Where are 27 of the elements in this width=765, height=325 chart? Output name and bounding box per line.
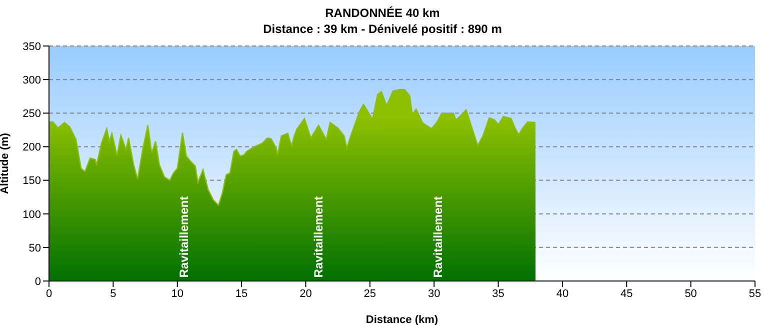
- x-tick-label: 25: [364, 288, 376, 300]
- y-axis-title: Altitude (m): [0, 132, 11, 194]
- chart-title: RANDONNÉE 40 km: [324, 6, 441, 20]
- x-tick-label: 45: [620, 288, 633, 300]
- y-tick-label: 350: [22, 40, 41, 53]
- y-tick-label: 150: [22, 175, 41, 188]
- x-tick-label: 55: [748, 288, 762, 300]
- y-tick-label: 300: [22, 74, 41, 86]
- annotation: Ravitaillement: [312, 196, 326, 278]
- annotation: Ravitaillement: [430, 196, 445, 278]
- x-tick-label: 10: [171, 288, 184, 300]
- y-tick-label: 0: [34, 276, 41, 288]
- y-tick-label: 100: [22, 208, 41, 221]
- y-tick-label: 200: [22, 142, 41, 154]
- x-tick-label: 20: [300, 288, 312, 300]
- x-tick-label: 35: [492, 288, 504, 300]
- y-tick-label: 250: [22, 108, 41, 120]
- x-axis-title: Distance (km): [366, 314, 438, 325]
- x-tick-label: 5: [110, 288, 116, 300]
- y-tick-label: 50: [28, 242, 41, 254]
- x-tick-label: 40: [556, 288, 569, 300]
- x-tick-label: 50: [684, 288, 697, 300]
- chart-subtitle: Distance : 39 km - Dénivelé positif : 890 m: [262, 22, 503, 36]
- x-tick-label: 30: [428, 288, 440, 300]
- x-tick-label: 15: [235, 288, 248, 300]
- x-tick-label: 0: [46, 288, 52, 300]
- annotation: Ravitaillement: [176, 196, 191, 278]
